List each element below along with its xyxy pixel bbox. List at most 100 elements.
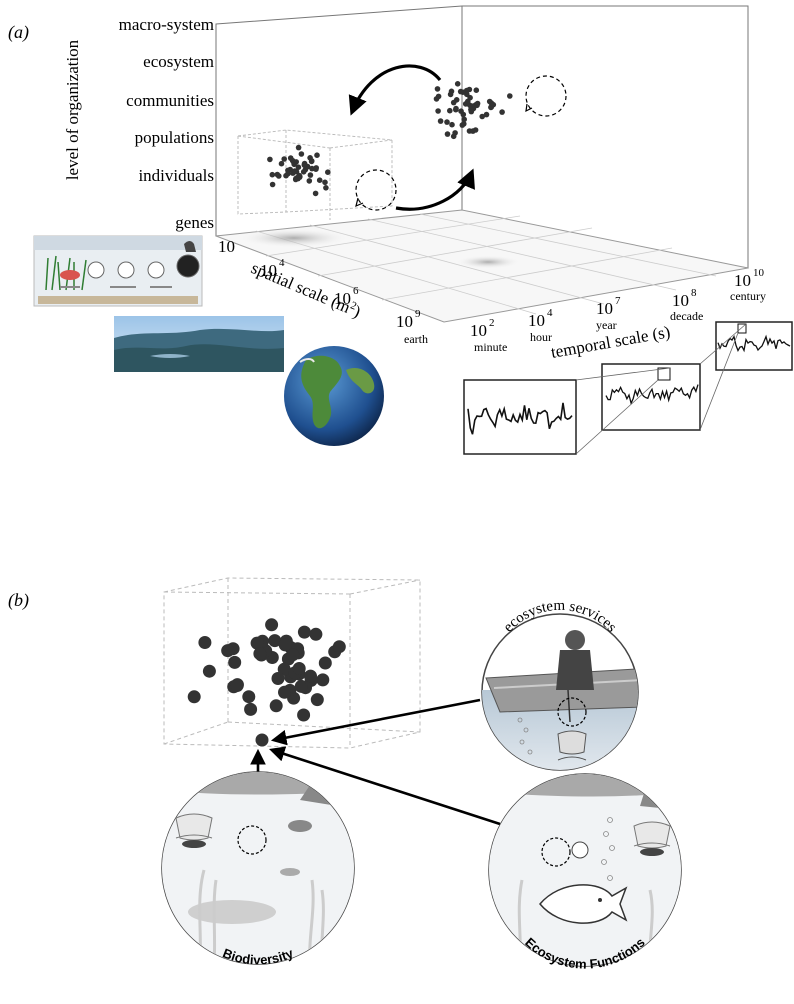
cloud-left-point	[316, 177, 323, 183]
panel-b-label: (b)	[8, 590, 29, 611]
temporal-tick-4-exp: 8	[691, 287, 697, 299]
cloud-right-point	[444, 119, 450, 125]
level-label-communities: communities	[126, 91, 214, 110]
zoom-connectors	[575, 323, 747, 455]
cloud-right-point	[483, 111, 490, 118]
cloud-left-point	[301, 162, 308, 168]
level-label-populations: populations	[135, 128, 214, 147]
temporal-tick-4-base: 10	[672, 291, 689, 310]
cloud-b-point	[198, 636, 212, 649]
spatial-tick-4: 10 9 earth	[396, 308, 428, 346]
cloud-right-point	[460, 89, 466, 95]
curved-arrow-upper	[348, 64, 442, 116]
cloud-b-point	[250, 636, 264, 650]
cloud-left-point	[312, 190, 319, 197]
time-series-small	[715, 321, 793, 371]
temporal-tick-5: 10 10 century	[730, 267, 766, 303]
spatial-tick-1-base: 10	[218, 237, 235, 256]
cloud-left-point	[296, 172, 303, 179]
temporal-tick-1-name: minute	[474, 340, 507, 354]
cloud-b-point	[202, 664, 216, 678]
cloud-left-point	[281, 156, 288, 162]
temporal-tick-3-base: 10	[596, 299, 613, 318]
cloud-right-point	[437, 118, 444, 124]
cloud-right-point	[447, 91, 454, 98]
cloud-right-point	[454, 81, 461, 87]
temporal-tick-4-name: decade	[670, 309, 703, 323]
y-axis-title: level of organization	[63, 39, 82, 180]
cloud-b-point	[228, 655, 242, 669]
spatial-tick-2: 10 4	[260, 257, 285, 280]
spatial-tick-3-exp: 6	[353, 285, 359, 297]
spatial-tick-4-base: 10	[396, 312, 413, 331]
cloud-right-point	[490, 101, 497, 108]
cloud-b-point	[268, 634, 282, 648]
cloud-right-point	[461, 121, 467, 127]
time-series-large	[463, 379, 577, 455]
cloud-right-point	[473, 87, 480, 93]
biodiversity-circle: Biodiversity	[161, 771, 355, 967]
cloud-b-point	[309, 627, 323, 641]
cloud-right-point	[444, 131, 451, 137]
spatial-tick-3-base: 10	[334, 289, 351, 308]
cloud-left-point	[300, 169, 307, 175]
cloud-b-point	[230, 679, 244, 692]
cloud-b-point	[269, 699, 283, 713]
spatial-tick-4-name: earth	[404, 332, 428, 346]
cloud-right-point	[449, 121, 455, 128]
cloud-b-point	[332, 640, 346, 654]
curved-arrow-lower	[395, 168, 475, 211]
temporal-tick-5-base: 10	[734, 271, 751, 290]
dashed-cycle-right	[525, 75, 567, 117]
cloud-left-point	[322, 179, 328, 186]
cloud-left-point	[298, 151, 305, 157]
cloud-b-point	[286, 648, 300, 662]
cloud-left-point	[267, 156, 273, 163]
ecosystem-illustration	[33, 235, 203, 307]
cloud-right-point	[461, 116, 468, 123]
cloud-left-point	[269, 181, 276, 188]
temporal-tick-2: 10 4 hour	[528, 307, 553, 344]
cloud-b-point	[297, 625, 311, 639]
cloud-right-point	[470, 128, 476, 134]
cloud-left-point	[278, 160, 285, 167]
cloud-left-point	[269, 171, 276, 178]
cloud-b-point	[310, 693, 324, 707]
point-cloud-right	[433, 81, 513, 140]
cloud-right-point	[468, 106, 474, 113]
spatial-tick-3: 10 6	[334, 285, 359, 308]
cloud-right-point	[507, 93, 513, 99]
cloud-b-point	[253, 647, 267, 661]
earth-globe	[284, 346, 384, 446]
sub-cube-left	[237, 129, 393, 220]
cloud-b-point	[271, 672, 285, 685]
cloud-b-point	[244, 702, 258, 716]
cloud-right-point	[458, 108, 464, 114]
cloud-right-point	[479, 113, 486, 120]
level-label-individuals: individuals	[138, 166, 214, 185]
cloud-right-point	[465, 98, 471, 105]
spatial-tick-2-base: 10	[260, 261, 277, 280]
landscape-photo	[114, 316, 284, 372]
panel-a-label: (a)	[8, 22, 29, 43]
cloud-right-point	[453, 106, 459, 113]
dashed-cycle-left	[355, 169, 397, 211]
ecosystem-services-circle: ecosystem services	[481, 598, 639, 771]
cloud-left-point	[314, 152, 320, 158]
arrow-from-functions	[269, 746, 501, 826]
cloud-left-point	[325, 169, 331, 175]
cloud-b-point	[304, 669, 317, 683]
panel-a: (a) level of organization macro-system e…	[8, 5, 793, 455]
temporal-tick-5-exp: 10	[753, 267, 765, 279]
cloud-b-point	[265, 618, 279, 632]
cloud-left-point	[295, 164, 302, 170]
temporal-tick-1: 10 2 minute	[470, 317, 507, 354]
cloud-b-point	[277, 662, 291, 676]
cloud-b-point	[316, 673, 330, 687]
cloud-b-point	[221, 644, 235, 658]
temporal-tick-2-base: 10	[528, 311, 545, 330]
spatial-tick-1: 10	[218, 237, 235, 256]
cloud-left-point	[313, 166, 319, 172]
temporal-tick-3-name: year	[596, 318, 617, 332]
